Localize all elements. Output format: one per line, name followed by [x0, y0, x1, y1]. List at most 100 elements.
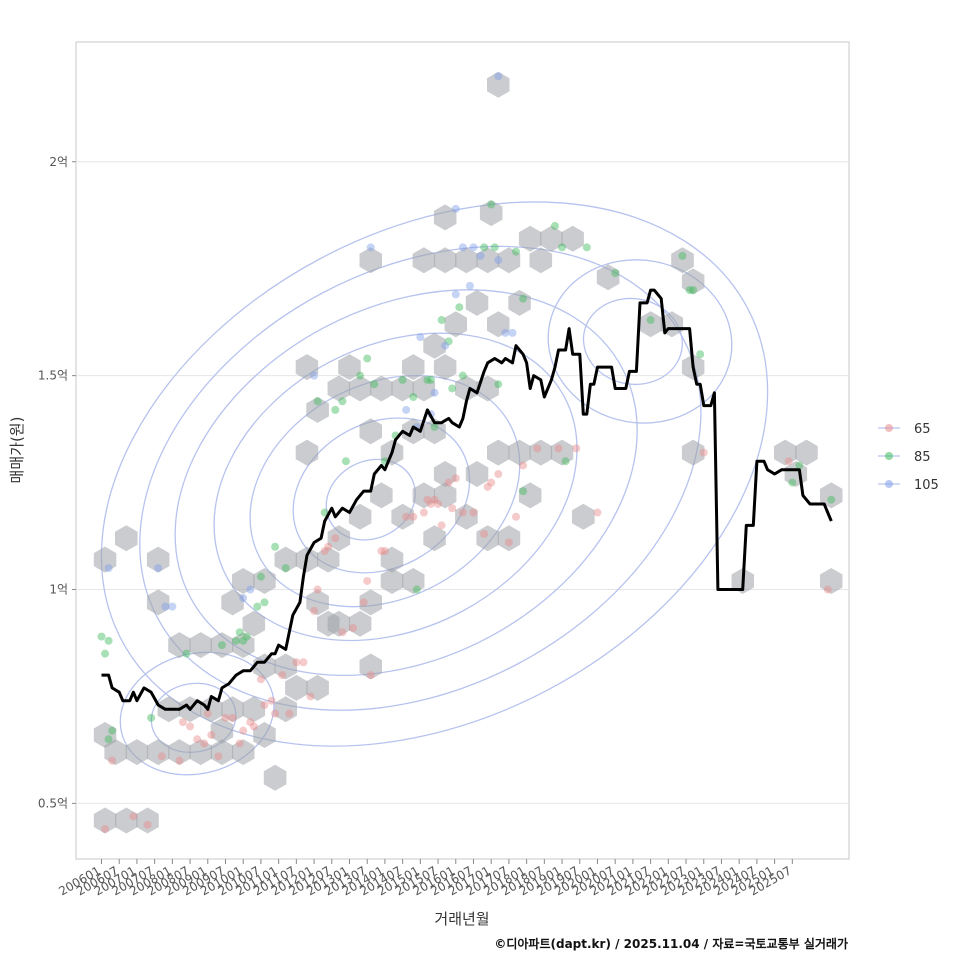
point-65 — [203, 709, 212, 718]
hexbin-cell — [125, 739, 149, 766]
point-85 — [788, 478, 797, 487]
hexbin-cell — [820, 482, 843, 509]
point-65 — [143, 820, 152, 829]
hexbin-cell — [104, 739, 127, 766]
point-65 — [101, 825, 110, 834]
hexbin-cell — [497, 247, 521, 274]
point-65 — [784, 457, 793, 466]
point-65 — [419, 508, 428, 517]
point-65 — [533, 444, 542, 453]
point-65 — [221, 713, 230, 722]
hexbin-cell — [518, 482, 542, 509]
point-105 — [494, 72, 503, 81]
hexbin-cell — [327, 610, 351, 637]
point-65 — [313, 585, 322, 594]
hexbin-cell — [115, 525, 138, 552]
legend-key-65 — [885, 424, 893, 432]
hexbin-cell — [402, 418, 425, 445]
point-65 — [444, 478, 453, 487]
point-105 — [501, 328, 510, 337]
point-85 — [331, 405, 340, 414]
point-65 — [239, 726, 248, 735]
hexbin-cell — [317, 546, 340, 573]
hexbin-cell — [433, 482, 457, 509]
point-105 — [476, 251, 485, 260]
hexbin-cell — [146, 546, 170, 573]
hexbin-cell — [274, 696, 297, 723]
hexbin-layer — [93, 71, 843, 834]
hexbin-cell — [518, 225, 542, 252]
point-85 — [795, 461, 804, 470]
point-65 — [193, 735, 202, 744]
point-85 — [430, 422, 439, 431]
hexbin-cell — [168, 739, 191, 766]
hexbin-cell — [146, 589, 170, 616]
hexbin-cell — [221, 589, 244, 616]
point-85 — [689, 286, 698, 295]
hexbin-cell — [242, 696, 266, 723]
point-65 — [554, 444, 563, 453]
point-65 — [377, 547, 386, 556]
point-85 — [239, 636, 248, 645]
hexbin-cell — [274, 546, 297, 573]
point-85 — [97, 632, 106, 641]
point-85 — [480, 243, 489, 252]
density-contour — [139, 245, 702, 711]
points-layer — [97, 72, 836, 834]
hexbin-cell — [596, 264, 620, 291]
hexbin-cell — [253, 653, 276, 680]
y-tick-label: 1억 — [49, 583, 68, 597]
hexbin-cell — [433, 247, 457, 274]
point-105 — [430, 388, 439, 397]
point-85 — [409, 393, 418, 402]
point-85 — [558, 243, 567, 252]
legend-label-85: 85 — [914, 450, 931, 465]
y-tick-label: 0.5억 — [38, 796, 68, 810]
hexbin-cell — [444, 311, 467, 338]
hexbin-cell — [402, 354, 425, 381]
hexbin-cell — [136, 807, 159, 834]
point-65 — [324, 542, 333, 551]
point-85 — [827, 495, 836, 504]
hexbin-cell — [487, 311, 510, 338]
hexbin-cell — [200, 696, 223, 723]
hexbin-cell — [348, 375, 372, 402]
point-85 — [235, 628, 244, 637]
hexbin-cell — [671, 247, 694, 274]
point-85 — [398, 375, 407, 384]
hexbin-cell — [210, 717, 234, 744]
point-65 — [186, 722, 195, 731]
density-contour — [292, 417, 471, 574]
median-trend-line — [101, 288, 833, 711]
y-tick-label: 2억 — [49, 155, 68, 169]
point-105 — [161, 602, 170, 611]
point-85 — [678, 251, 687, 260]
contour-layer — [100, 201, 769, 776]
point-85 — [550, 221, 559, 230]
point-65 — [331, 534, 340, 543]
point-65 — [480, 529, 489, 538]
x-tick-layer: 2006012006072007012007072008012008072009… — [56, 859, 794, 899]
hexbin-cell — [295, 439, 319, 466]
point-85 — [271, 542, 280, 551]
point-65 — [380, 547, 389, 556]
hexbin-cell — [338, 354, 361, 381]
hexbin-cell — [253, 568, 276, 594]
hexbin-cell — [189, 739, 212, 766]
trend-line-layer — [101, 288, 833, 711]
point-105 — [416, 333, 425, 342]
hexbin-cell — [550, 439, 574, 466]
hexbin-cell — [497, 525, 521, 552]
hexbin-cell — [774, 439, 797, 466]
legend-key-85 — [885, 452, 893, 460]
density-contour — [213, 332, 578, 642]
density-contour — [547, 259, 733, 424]
point-65 — [200, 739, 209, 748]
point-65 — [260, 701, 269, 710]
hexbin-cell — [820, 568, 843, 594]
hexbin-cell — [391, 503, 414, 530]
point-65 — [292, 658, 301, 667]
point-65 — [299, 658, 308, 667]
